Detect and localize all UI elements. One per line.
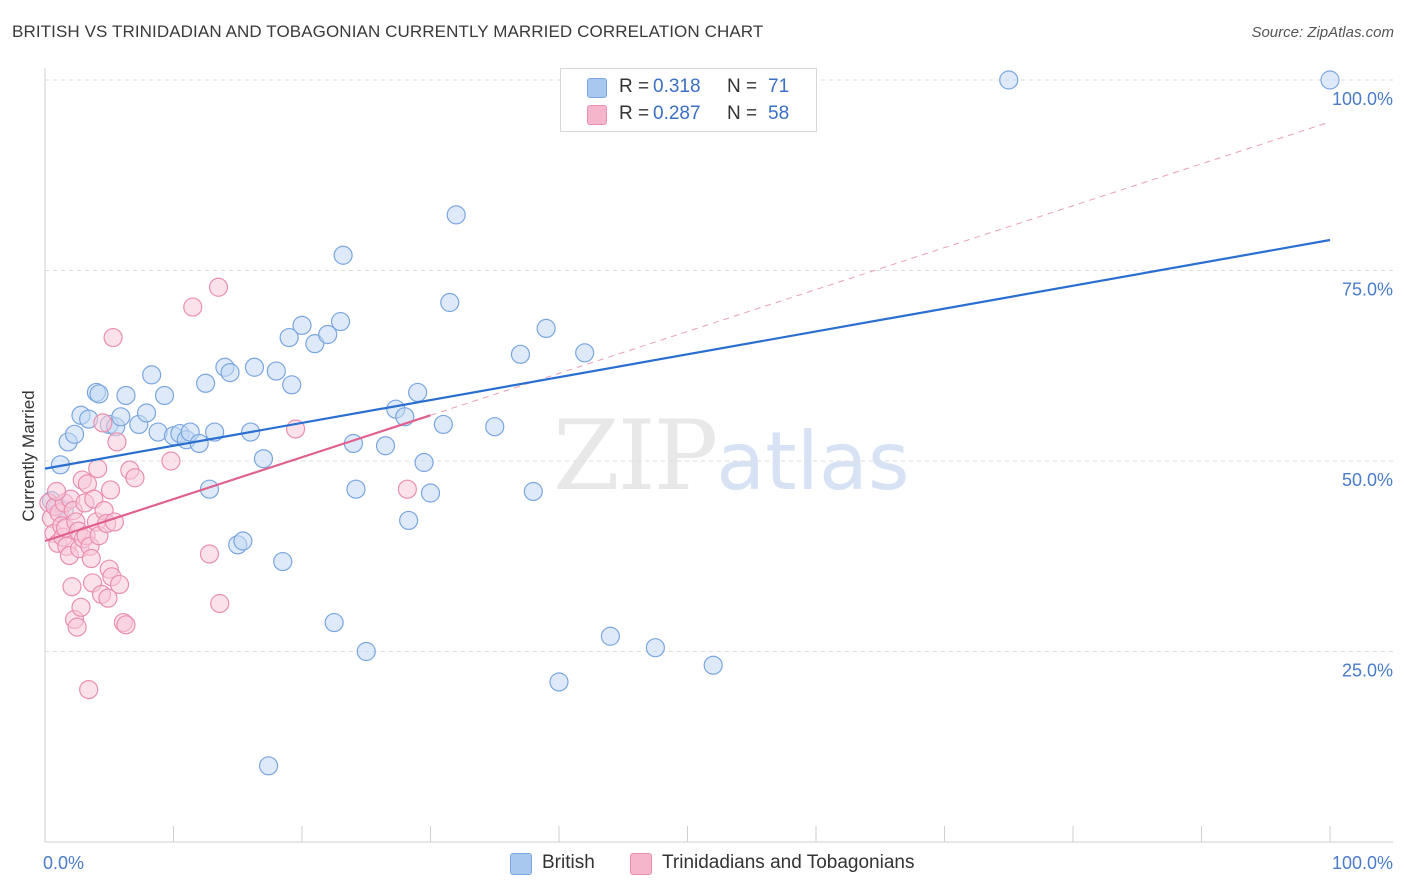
r-value: 0.287	[653, 103, 701, 124]
british-point	[440, 292, 460, 313]
british-point	[318, 324, 338, 345]
chart-title: BRITISH VS TRINIDADIAN AND TOBAGONIAN CU…	[12, 22, 764, 41]
bottom-legend-label-trinidadian: Trinidadians and Tobagonians	[662, 852, 915, 873]
british-trend-line	[44, 238, 1331, 470]
british-point	[89, 384, 109, 404]
british-point	[420, 483, 441, 503]
axes	[44, 68, 1393, 843]
british-point	[999, 70, 1019, 90]
watermark-zip: ZIP	[553, 400, 718, 512]
british-point	[346, 479, 366, 499]
british-point	[189, 433, 209, 454]
trinidadian-point	[62, 577, 82, 597]
bottom-legend-label-british: British	[542, 852, 595, 873]
trend-lines	[44, 121, 1331, 543]
legend-swatch-trinidadian	[587, 105, 607, 125]
trinidadian-point	[46, 481, 67, 502]
british-point	[703, 655, 723, 675]
trinidadian-points	[39, 277, 417, 700]
trinidadian-point	[98, 588, 118, 608]
british-point	[266, 361, 286, 381]
trinidadian-point	[397, 479, 417, 499]
trinidadian-point	[161, 451, 181, 471]
british-point	[510, 344, 531, 364]
british-point	[446, 205, 466, 225]
stats-legend: R = 0.318 N = 71 R = 0.287 N = 58	[560, 68, 817, 132]
trinidadian-point	[210, 593, 230, 614]
y-tick-label: 50.0%	[1342, 470, 1393, 490]
trinidadian-point	[67, 617, 87, 637]
x-tick-label: 100.0%	[1332, 853, 1393, 873]
trinidadian-point	[88, 459, 108, 479]
bottom-legend-swatch-british	[510, 853, 532, 875]
trinidadian-point	[71, 597, 91, 617]
british-point	[64, 424, 85, 444]
british-point	[399, 510, 419, 531]
british-point	[600, 626, 621, 646]
bottom-legend-swatch-trinidadian	[630, 853, 652, 875]
british-point	[196, 373, 216, 393]
british-point	[273, 551, 293, 572]
y-axis-label: Currently Married	[19, 390, 38, 521]
british-points	[41, 70, 1340, 776]
trinidadian-point	[79, 679, 99, 700]
r-value: 0.318	[653, 76, 701, 97]
tick-labels: 25.0% 50.0% 75.0% 100.0% 0.0% 100.0%	[43, 89, 1393, 873]
british-point	[575, 343, 595, 363]
n-label: N =	[727, 76, 758, 97]
trinidadian-point	[183, 297, 203, 317]
n-label: N =	[727, 103, 758, 124]
british-point	[244, 357, 265, 377]
british-point	[1320, 70, 1340, 90]
trinidadian-point	[81, 548, 101, 569]
british-point	[330, 311, 351, 332]
british-point	[111, 407, 131, 427]
british-point	[233, 531, 253, 551]
british-point	[220, 363, 240, 383]
y-tick-label: 75.0%	[1342, 280, 1393, 300]
british-point	[414, 452, 434, 473]
british-point	[142, 365, 162, 385]
british-point	[485, 417, 505, 437]
british-point	[258, 756, 279, 776]
n-value: 58	[768, 103, 790, 124]
british-point	[356, 641, 376, 662]
trinidadian-point	[100, 480, 121, 500]
trinidadian-point	[208, 277, 229, 297]
british-point	[253, 449, 274, 469]
british-point	[154, 385, 175, 406]
british-point	[279, 327, 299, 348]
y-tick-label: 25.0%	[1342, 661, 1393, 681]
british-point	[523, 481, 543, 502]
british-point	[549, 672, 569, 692]
british-point	[324, 612, 344, 633]
trinidadian-point	[199, 544, 220, 564]
trinidadian-point	[93, 413, 113, 433]
x-tick-label: 0.0%	[43, 853, 84, 873]
british-point	[536, 318, 556, 339]
r-label: R =	[619, 76, 650, 97]
trinidadian-point	[107, 432, 127, 452]
trinidadian-point	[103, 327, 123, 348]
british-point	[375, 436, 396, 456]
british-point	[136, 403, 157, 423]
n-value: 71	[768, 76, 790, 97]
legend-swatch-british	[587, 78, 607, 98]
trinidadian-point	[109, 574, 130, 595]
british-point	[408, 382, 428, 403]
british-point	[292, 315, 312, 335]
y-tick-label: 100.0%	[1332, 89, 1393, 109]
trinidadian-trend-line	[44, 414, 431, 543]
british-point	[282, 375, 302, 395]
british-point	[116, 385, 136, 406]
trinidadian-point	[116, 615, 136, 635]
trinidadian-point	[125, 468, 145, 488]
r-label: R =	[619, 103, 650, 124]
source-label: Source: ZipAtlas.com	[1251, 24, 1394, 41]
british-point	[433, 414, 453, 435]
british-point	[645, 638, 665, 658]
trinidadian-trend-extrapolation	[430, 121, 1331, 416]
british-point	[333, 245, 353, 265]
